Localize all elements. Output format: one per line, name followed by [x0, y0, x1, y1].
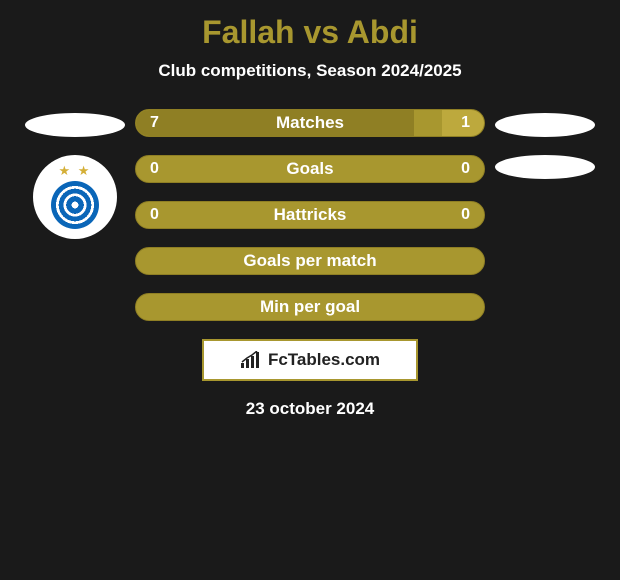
- left-column: ★ ★: [15, 109, 135, 239]
- club-badge-left: ★ ★: [33, 155, 117, 239]
- stat-value-right: 0: [461, 202, 470, 228]
- stat-row-hattricks: 0 Hattricks 0: [135, 201, 485, 229]
- comparison-card: Fallah vs Abdi Club competitions, Season…: [0, 0, 620, 429]
- brand-box[interactable]: FcTables.com: [202, 339, 418, 381]
- stat-label: Min per goal: [136, 294, 484, 320]
- flag-oval-right-1: [495, 113, 595, 137]
- chart-icon: [240, 351, 262, 369]
- subtitle: Club competitions, Season 2024/2025: [158, 61, 461, 81]
- stat-value-right: 1: [461, 110, 470, 136]
- stats-area: ★ ★ 7 Matches 1 0 Goals 0 0: [0, 109, 620, 321]
- flag-oval-left: [25, 113, 125, 137]
- stat-row-matches: 7 Matches 1: [135, 109, 485, 137]
- stat-row-goals: 0 Goals 0: [135, 155, 485, 183]
- page-title: Fallah vs Abdi: [202, 14, 418, 51]
- brand-text: FcTables.com: [268, 350, 380, 370]
- stat-label: Goals: [136, 156, 484, 182]
- stat-label: Hattricks: [136, 202, 484, 228]
- stat-label: Goals per match: [136, 248, 484, 274]
- stat-row-goals-per-match: Goals per match: [135, 247, 485, 275]
- stat-row-min-per-goal: Min per goal: [135, 293, 485, 321]
- stat-bars: 7 Matches 1 0 Goals 0 0 Hattricks 0 Goal…: [135, 109, 485, 321]
- stat-value-right: 0: [461, 156, 470, 182]
- stat-label: Matches: [136, 110, 484, 136]
- star-icon: ★ ★: [59, 163, 92, 179]
- date-label: 23 october 2024: [246, 399, 375, 419]
- flag-oval-right-2: [495, 155, 595, 179]
- club-rings-icon: [51, 181, 99, 229]
- right-column: [485, 109, 605, 179]
